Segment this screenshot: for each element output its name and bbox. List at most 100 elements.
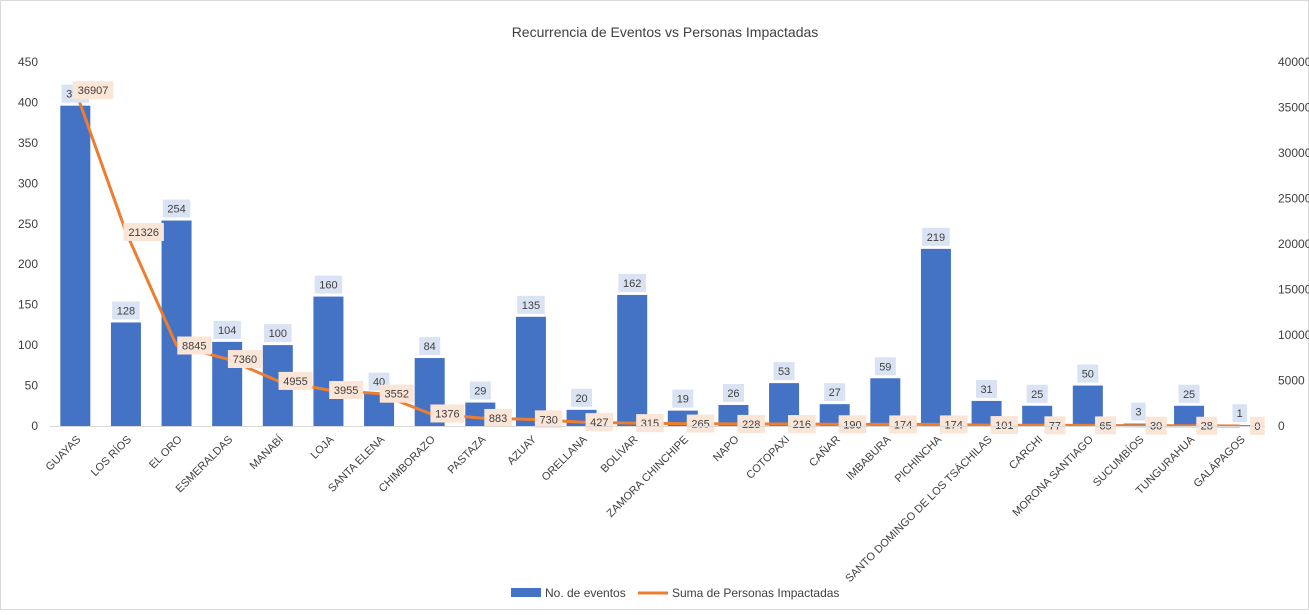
line-data-label-text: 21326 (128, 227, 159, 239)
line-data-label: 174 (939, 415, 968, 434)
bar-data-label-text: 25 (1183, 389, 1195, 401)
line-data-label-bg (534, 410, 563, 429)
bar-data-label-bg (722, 383, 744, 402)
y-left-tick-label: 100 (18, 338, 38, 352)
bar-data-label-text: 59 (879, 361, 891, 373)
y-left-tick-label: 50 (25, 379, 39, 393)
bar-data-label-bg (874, 357, 896, 376)
line-data-label-bg (737, 414, 765, 433)
line-data-label-bg (1196, 416, 1218, 435)
bar-data-label-bg (922, 227, 950, 246)
bar-data-label-text: 27 (829, 387, 841, 399)
y-left-tick-label: 300 (18, 176, 38, 190)
chart-title: Recurrencia de Eventos vs Personas Impac… (512, 24, 819, 40)
bar-data-label-text: 128 (117, 305, 135, 317)
y-left-tick-label: 250 (18, 217, 38, 231)
bar-data-label: 254 (162, 199, 191, 218)
line-data-label-text: 174 (944, 419, 962, 431)
line-data-label-bg (72, 81, 114, 100)
bar (60, 105, 91, 427)
line-data-label-bg (1095, 416, 1117, 435)
bar (617, 294, 648, 426)
bar-data-label: 25 (1178, 384, 1200, 403)
line-data-label-text: 8845 (182, 341, 206, 353)
line-data-label-text: 427 (590, 417, 608, 429)
bar-data-label-bg (672, 389, 694, 408)
bar-data-label-bg (314, 275, 343, 294)
bar-data-label-bg (976, 379, 998, 398)
line-data-label-text: 3552 (385, 389, 409, 401)
y-left-tick-label: 150 (18, 298, 38, 312)
y-axis-right: 0 5000 10000 15000 20000 25000 30000 35000 40000 (1278, 55, 1309, 433)
line-data-label-bg (788, 415, 816, 434)
bar-data-label-bg (264, 324, 292, 343)
y-left-tick-label: 200 (18, 257, 38, 271)
line-data-label-bg (990, 416, 1019, 435)
bar-data-label-text: 1 (1237, 408, 1243, 420)
bar-data-label: 25 (1026, 384, 1048, 403)
line-data-label-bg (889, 415, 917, 434)
bar-data-label: 20 (571, 388, 593, 407)
line-data-label-bg (430, 404, 465, 423)
bar-data-label: 26 (722, 383, 744, 402)
bar (110, 322, 141, 426)
bar-data-label: 50 (1077, 364, 1099, 383)
bar-data-label: 100 (264, 324, 292, 343)
line-data-label-bg (123, 222, 164, 241)
bar-data-label-text: 100 (269, 328, 287, 340)
bar-data-label: 160 (314, 275, 343, 294)
legend-label-line: Suma de Personas Impactadas (672, 586, 839, 600)
y-right-tick-label: 5000 (1278, 374, 1305, 388)
line-data-label-text: 190 (843, 419, 861, 431)
bar-data-label-bg (1077, 364, 1099, 383)
line-data-labels: 36907 21326 8845 7360 4955 3955 3552 1376 883 730… (72, 81, 1265, 435)
y-right-tick-label: 35000 (1278, 101, 1309, 115)
line-data-label: 3552 (379, 384, 414, 403)
bar-data-label-bg (773, 362, 795, 381)
bar (515, 316, 546, 426)
line-data-label: 315 (636, 414, 664, 433)
bar-data-label-bg (1178, 384, 1200, 403)
legend: No. de eventos Suma de Personas Impactad… (511, 586, 839, 600)
legend-label-bars: No. de eventos (545, 586, 626, 600)
line-data-label-text: 216 (793, 419, 811, 431)
bar-data-label-text: 3 (1135, 407, 1141, 419)
bar-data-label: 31 (976, 379, 998, 398)
line-data-label-text: 228 (742, 419, 760, 431)
bar-data-label-bg (824, 383, 846, 402)
line-data-label: 36907 (72, 81, 114, 100)
line-data-label-bg (939, 415, 968, 434)
line-data-label-bg (379, 384, 414, 403)
line-data-label: 21326 (123, 222, 164, 241)
bar-data-label: 135 (517, 295, 545, 314)
line-data-label: 65 (1095, 416, 1117, 435)
line-data-label: 216 (788, 415, 816, 434)
bar-data-label-bg (571, 388, 593, 407)
line-data-label: 427 (585, 413, 614, 432)
line-data-label: 174 (889, 415, 917, 434)
y-right-tick-label: 10000 (1278, 328, 1309, 342)
bar-data-label-text: 219 (927, 232, 945, 244)
line-data-label: 265 (686, 414, 715, 433)
legend-swatch-bars (511, 588, 541, 597)
bar-data-label-text: 53 (778, 366, 790, 378)
line-data-label-bg (1145, 416, 1167, 435)
line-data-label-text: 4955 (283, 376, 307, 388)
y-left-tick-label: 0 (31, 419, 38, 433)
y-right-tick-label: 15000 (1278, 283, 1309, 297)
line-data-label-text: 730 (539, 414, 557, 426)
bar-data-label: 59 (874, 357, 896, 376)
y-right-tick-label: 40000 (1278, 55, 1309, 69)
line-data-label-text: 36907 (78, 85, 109, 97)
line-data-label-text: 883 (489, 413, 507, 425)
y-right-tick-label: 20000 (1278, 237, 1309, 251)
y-right-tick-label: 30000 (1278, 146, 1309, 160)
bar-data-label-bg (1026, 384, 1048, 403)
y-left-tick-label: 450 (18, 55, 38, 69)
line-data-label-bg (278, 371, 313, 390)
bar-data-label: 162 (618, 273, 646, 292)
bar-data-label-text: 254 (167, 204, 185, 216)
line-data-label-text: 7360 (233, 354, 257, 366)
